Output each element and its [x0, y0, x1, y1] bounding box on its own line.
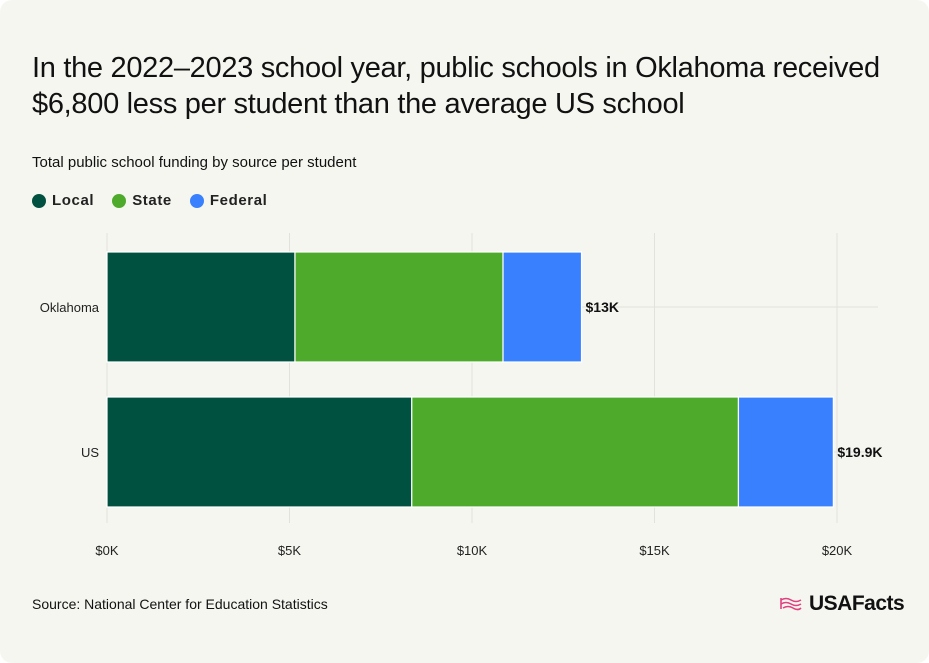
category-label: US — [81, 445, 99, 460]
source-note: Source: National Center for Education St… — [32, 596, 328, 612]
chart-subtitle: Total public school funding by source pe… — [32, 154, 357, 171]
brand-logo: USAFacts — [779, 592, 905, 616]
legend-label-local: Local — [52, 192, 95, 209]
us-flag-icon — [780, 597, 802, 611]
bar-segment-local — [106, 396, 413, 508]
bar-segment-federal — [502, 251, 583, 363]
legend-swatch-federal — [189, 193, 204, 208]
bar-segment-federal — [737, 396, 834, 508]
total-data-label: $19.9K — [837, 444, 882, 460]
legend-item-federal: Federal — [189, 192, 268, 209]
legend-swatch-state — [112, 193, 127, 208]
legend-swatch-local — [32, 193, 46, 208]
legend-item-local: Local — [32, 192, 94, 209]
category-label: Oklahoma — [40, 300, 100, 315]
brand-name: USAFacts — [809, 592, 905, 615]
bar-segment-state — [294, 251, 504, 363]
legend-label-state: State — [132, 192, 172, 209]
legend-item-state: State — [112, 192, 172, 209]
bar-segment-state — [411, 396, 740, 508]
total-data-label: $13K — [586, 299, 619, 315]
x-tick-label: $20K — [822, 543, 853, 558]
x-tick-label: $15K — [639, 543, 670, 558]
bar-segment-local — [106, 251, 296, 363]
x-tick-label: $10K — [457, 543, 488, 558]
chart-title: In the 2022–2023 school year, public sch… — [32, 52, 880, 120]
legend-label-federal: Federal — [209, 192, 268, 209]
x-tick-label: $5K — [278, 543, 301, 558]
x-tick-label: $0K — [95, 543, 118, 558]
legend: Local State Federal — [32, 192, 285, 209]
